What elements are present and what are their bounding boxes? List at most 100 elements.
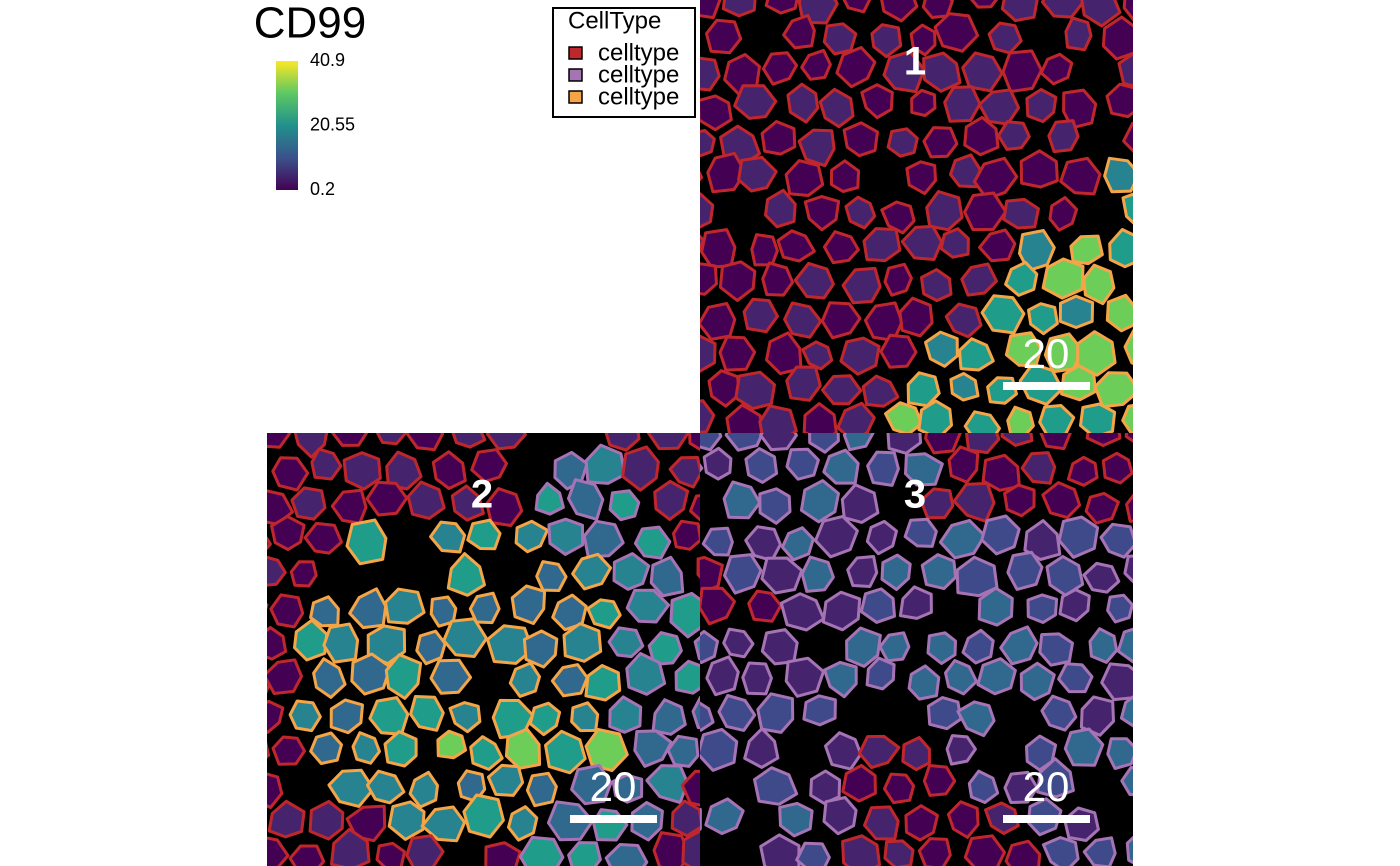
cell [408, 770, 439, 809]
legend-label: celltype [598, 39, 679, 66]
cell [1004, 331, 1043, 368]
cell [1047, 119, 1080, 154]
cell [844, 195, 877, 230]
cell [705, 18, 743, 55]
cell [206, 626, 241, 663]
cell [917, 837, 952, 866]
cell [270, 514, 306, 551]
cell [700, 302, 737, 341]
cell [1164, 266, 1197, 298]
cell [949, 372, 980, 402]
cell [670, 799, 700, 838]
cell [645, 333, 683, 362]
cell [1165, 421, 1193, 453]
cell [420, 805, 467, 843]
cell [865, 519, 898, 556]
cell [963, 115, 1000, 157]
cell [707, 369, 742, 408]
cell [1163, 846, 1196, 866]
cell [865, 656, 896, 691]
cell [939, 227, 970, 259]
cell [267, 658, 303, 695]
cell [924, 433, 962, 455]
cell [688, 433, 700, 452]
cell [700, 727, 739, 772]
cell [229, 380, 260, 414]
cell [375, 433, 408, 446]
cell [1025, 734, 1058, 772]
cell [814, 514, 859, 559]
cell [782, 14, 816, 50]
cell [883, 839, 915, 866]
cell [485, 487, 524, 527]
cell [345, 518, 388, 566]
cell [1106, 593, 1133, 624]
cell [322, 622, 360, 664]
cell [525, 771, 558, 808]
scale-bar-label: 20 [1023, 763, 1070, 810]
cell [1093, 371, 1133, 409]
cell [961, 628, 995, 665]
cell [567, 841, 602, 866]
cell [706, 151, 747, 194]
cell [1142, 153, 1175, 192]
cell [504, 381, 541, 420]
cell [1004, 260, 1039, 297]
cell [486, 763, 525, 797]
cell [584, 664, 622, 702]
cell [870, 23, 903, 59]
cell [898, 585, 933, 620]
cell [842, 121, 879, 158]
cell [970, 0, 998, 9]
cell [944, 302, 983, 339]
cell [866, 450, 900, 487]
cell [1040, 694, 1078, 732]
cell [758, 487, 792, 525]
cell [904, 804, 939, 842]
cell [1143, 730, 1176, 758]
cell [880, 0, 919, 23]
cell [1158, 401, 1191, 437]
cell [310, 385, 345, 413]
cell [528, 701, 562, 737]
cell [1144, 805, 1175, 840]
cell [466, 518, 502, 551]
cell [1036, 757, 1075, 799]
cell [1186, 805, 1223, 844]
cell [1148, 456, 1175, 488]
cell [795, 841, 831, 866]
cell [1139, 89, 1174, 123]
cell [818, 87, 855, 129]
cell [920, 268, 953, 303]
cell [919, 487, 955, 520]
cell [841, 764, 877, 803]
cell [1101, 451, 1133, 485]
cell [1178, 376, 1214, 403]
cell [1048, 196, 1079, 232]
cell [823, 660, 858, 699]
cell [406, 480, 446, 520]
cell [405, 433, 444, 452]
cell [1146, 516, 1180, 556]
cell [1000, 433, 1034, 447]
cell [508, 661, 541, 698]
cell [879, 333, 918, 369]
cell [1019, 661, 1056, 702]
cell [327, 768, 375, 808]
cell [211, 418, 247, 450]
cell [604, 843, 649, 866]
cell [700, 228, 737, 269]
cell [1105, 293, 1133, 333]
cell [758, 404, 798, 433]
cell [267, 535, 272, 551]
cell [267, 674, 273, 695]
cell [862, 227, 902, 263]
cell [700, 462, 704, 473]
cell [742, 297, 779, 334]
cell [904, 452, 944, 487]
cell [776, 229, 816, 263]
cell [721, 0, 757, 18]
cell [290, 486, 327, 521]
cell [802, 694, 837, 727]
